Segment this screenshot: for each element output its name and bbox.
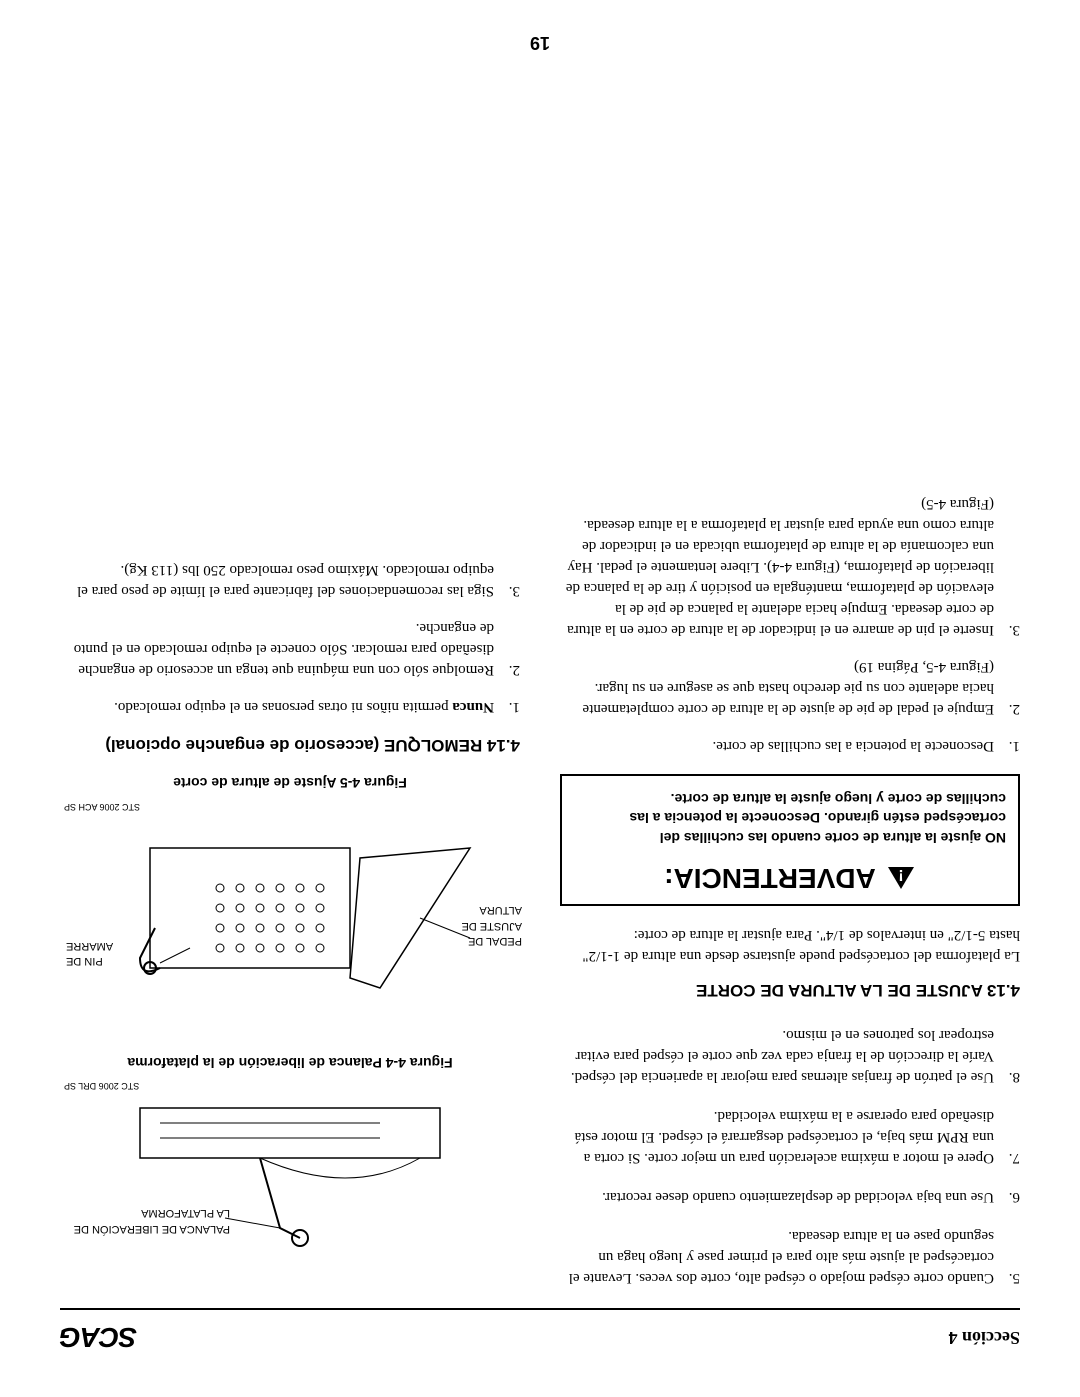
list-item: Remolque sólo con una máquina que tenga … bbox=[60, 617, 520, 680]
warning-body: NO ajuste la altura de corte cuando las … bbox=[562, 776, 1018, 853]
scag-logo: SCAG bbox=[60, 1318, 137, 1357]
figure-4-5-image: PEDAL DE AJUSTE DE ALTURA PIN DE AMARRE … bbox=[60, 798, 520, 1028]
fig44-label: PALANCA DE LIBERACIÓN DE LA PLATAFORMA bbox=[70, 1205, 230, 1236]
list-item: Opere el motor a máxima aceleración para… bbox=[560, 1105, 1020, 1168]
list-item: Use una baja velocidad de desplazamiento… bbox=[560, 1186, 1020, 1207]
svg-text:!: ! bbox=[898, 866, 903, 883]
list-item: Empuje el pedal de pie de ajuste de la a… bbox=[560, 656, 1020, 719]
warning-icon: ! bbox=[886, 865, 916, 891]
fig44-caption: Figura 4-4 Palanca de liberación de la p… bbox=[60, 1052, 520, 1072]
heading-413: 4.13 AJUSTE DE LA ALTURA DE CORTE bbox=[560, 978, 1020, 1002]
fig45-caption: Figura 4-5 Ajuste de altura de corte bbox=[60, 773, 520, 793]
left-column: Cuando corte césped mojado o césped alto… bbox=[560, 477, 1020, 1288]
warning-title: ! ADVERTENCIA: bbox=[562, 853, 1018, 904]
adjust-steps: Desconecte la potencia a las cuchillas d… bbox=[560, 493, 1020, 756]
heading-414: 4.14 REMOLQUE (accesorio de enganche opc… bbox=[60, 733, 520, 757]
fig44-code: STC 2006 DRL SP bbox=[64, 1080, 139, 1093]
list-item: Siga las recomendaciones del fabricante … bbox=[60, 559, 520, 601]
list-item: Cuando corte césped mojado o césped alto… bbox=[560, 1225, 1020, 1288]
figure-4-4: PALANCA DE LIBERACIÓN DE LA PLATAFORMA S… bbox=[60, 1052, 520, 1278]
nunca-bold: Nunca bbox=[452, 699, 494, 715]
para-413: La plataforma del cortacésped puede ajus… bbox=[560, 924, 1020, 966]
page-number: 19 bbox=[530, 30, 550, 55]
towing-list: Nunca permita niños ni otras personas en… bbox=[60, 559, 520, 717]
fig45-label2: PIN DE AMARRE bbox=[66, 937, 126, 968]
figure-4-5: PEDAL DE AJUSTE DE ALTURA PIN DE AMARRE … bbox=[60, 773, 520, 1029]
warning-box: ! ADVERTENCIA: NO ajuste la altura de co… bbox=[560, 774, 1020, 906]
list-item: Desconecte la potencia a las cuchillas d… bbox=[560, 735, 1020, 756]
fig45-code: STC 2006 ACH SP bbox=[64, 800, 140, 813]
section-label: Sección 4 bbox=[949, 1325, 1021, 1350]
list-item-text: permita niños ni otras personas en el eq… bbox=[114, 699, 452, 715]
list-item: Inserte el pin de amarre en el indicador… bbox=[560, 493, 1020, 640]
right-column: PALANCA DE LIBERACIÓN DE LA PLATAFORMA S… bbox=[60, 477, 520, 1288]
fig45-label1: PEDAL DE AJUSTE DE ALTURA bbox=[442, 902, 522, 948]
tips-list: Cuando corte césped mojado o césped alto… bbox=[560, 1024, 1020, 1288]
figure-4-4-image: PALANCA DE LIBERACIÓN DE LA PLATAFORMA S… bbox=[60, 1078, 520, 1278]
list-item: Nunca permita niños ni otras personas en… bbox=[60, 696, 520, 717]
warning-title-text: ADVERTENCIA: bbox=[664, 859, 876, 898]
list-item: Use el patrón de franjas alternas para m… bbox=[560, 1024, 1020, 1087]
